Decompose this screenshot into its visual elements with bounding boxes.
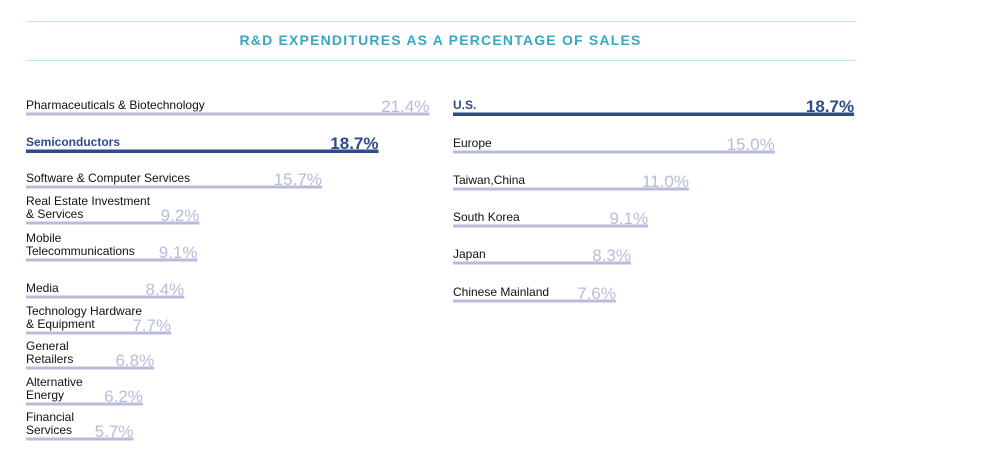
bar-0-5	[26, 295, 185, 299]
value-label-0-3: 9.2%	[161, 206, 200, 225]
title-underline	[26, 60, 855, 61]
category-label-0-3-line0: Real Estate Investment	[26, 194, 151, 208]
value-label-0-2: 15.7%	[274, 170, 322, 189]
bar-1-4	[453, 261, 631, 265]
category-label-0-4-line1: Telecommunications	[26, 244, 135, 258]
value-label-1-5: 7.6%	[577, 284, 616, 303]
chart-title: R&D EXPENDITURES AS A PERCENTAGE OF SALE…	[239, 32, 642, 48]
category-label-0-4-line0: Mobile	[26, 231, 62, 245]
category-label-0-5: Media	[26, 281, 59, 295]
value-label-1-4: 8.3%	[592, 246, 631, 265]
bar-0-7	[26, 366, 155, 370]
category-label-0-9-line1: Services	[26, 423, 72, 437]
category-label-0-0: Pharmaceuticals & Biotechnology	[26, 98, 205, 112]
category-label-1-2: Taiwan,China	[453, 173, 525, 187]
category-label-1-1: Europe	[453, 136, 492, 150]
bar-1-5	[453, 299, 616, 303]
value-label-0-4: 9.1%	[159, 243, 198, 262]
value-label-1-0: 18.7%	[806, 97, 854, 116]
bar-0-2	[26, 185, 322, 189]
category-label-1-4: Japan	[453, 247, 486, 261]
value-label-0-1: 18.7%	[330, 134, 378, 153]
bar-0-9	[26, 437, 134, 441]
category-label-0-8-line1: Energy	[26, 388, 64, 402]
category-label-0-3-line1: & Services	[26, 207, 83, 221]
category-label-0-9-line0: Financial	[26, 410, 74, 424]
category-label-0-8-line0: Alternative	[26, 375, 83, 389]
value-label-0-5: 8.4%	[146, 280, 185, 299]
bar-0-1	[26, 149, 379, 153]
bar-0-6	[26, 331, 172, 335]
value-label-1-2: 11.0%	[642, 172, 689, 191]
category-label-0-6-line0: Technology Hardware	[26, 304, 142, 318]
category-label-1-5: Chinese Mainland	[453, 285, 549, 299]
bar-1-2	[453, 187, 689, 191]
category-label-1-3: South Korea	[453, 210, 520, 224]
bar-0-4	[26, 258, 198, 262]
category-label-0-1: Semiconductors	[26, 135, 120, 149]
category-label-1-0: U.S.	[453, 98, 476, 112]
bar-0-0	[26, 112, 430, 116]
value-label-0-0: 21.4%	[381, 97, 429, 116]
category-label-0-7-line0: General	[26, 339, 69, 353]
value-label-1-3: 9.1%	[609, 209, 648, 228]
category-label-0-7-line1: Retailers	[26, 352, 73, 366]
category-label-0-2: Software & Computer Services	[26, 171, 190, 185]
value-label-0-7: 6.8%	[115, 351, 154, 370]
value-label-1-1: 15.0%	[727, 135, 775, 154]
bar-1-1	[453, 150, 775, 154]
category-label-0-6-line1: & Equipment	[26, 317, 95, 331]
value-label-0-6: 7.7%	[132, 316, 171, 335]
bar-0-8	[26, 402, 143, 406]
top-rule	[26, 21, 855, 22]
bar-1-3	[453, 224, 649, 228]
value-label-0-9: 5.7%	[95, 422, 134, 441]
bar-1-0	[453, 112, 855, 116]
bar-0-3	[26, 221, 200, 225]
value-label-0-8: 6.2%	[104, 387, 143, 406]
